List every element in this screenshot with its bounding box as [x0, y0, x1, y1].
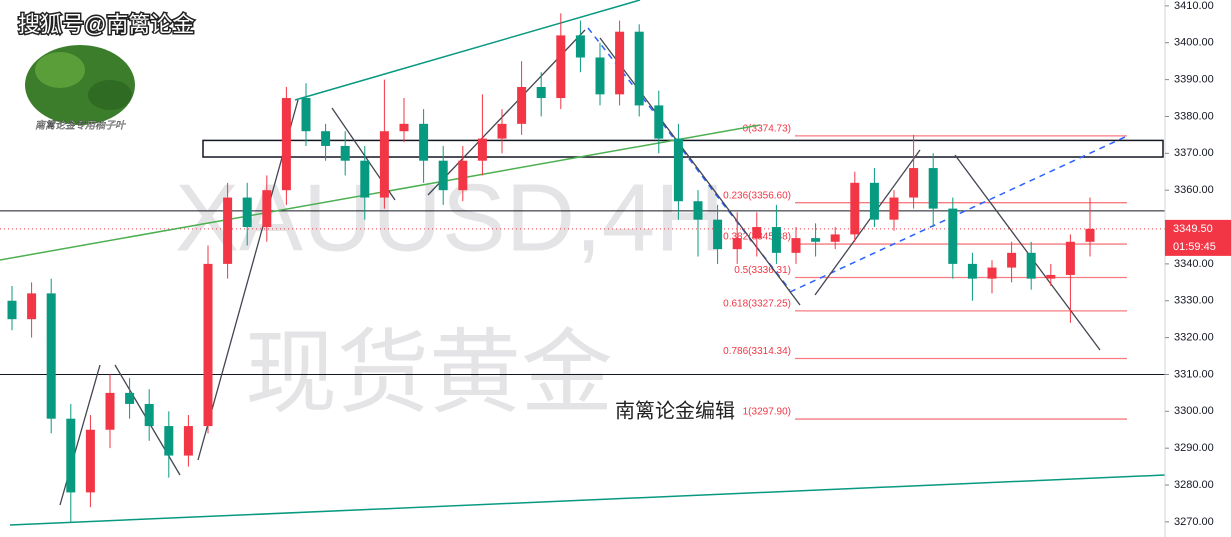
trend-line [9, 474, 1166, 526]
candle-body [791, 238, 801, 253]
candle-body [66, 418, 76, 493]
candle-body [105, 392, 115, 430]
candle-body [673, 138, 683, 202]
candle-body [262, 190, 272, 228]
candle-body [360, 160, 370, 198]
candle-body [1007, 252, 1017, 268]
fib-label: 0.5(3336.31) [734, 265, 791, 276]
candle-body [1065, 241, 1075, 275]
y-tick-label: 3380.00 [1174, 110, 1214, 122]
candle-body [419, 123, 429, 161]
candle-body [869, 182, 879, 220]
candle-body [909, 168, 919, 198]
fib-label: 0.786(3314.34) [723, 346, 791, 357]
candle-body [379, 131, 389, 198]
y-tick-label: 3270.00 [1174, 516, 1214, 528]
candle-body [595, 57, 605, 95]
candle-body [889, 197, 899, 220]
price-tag [1165, 219, 1231, 256]
candle-body [458, 160, 468, 191]
y-tick-label: 3300.00 [1174, 405, 1214, 417]
candle-body [144, 403, 154, 427]
candle-body [7, 300, 17, 320]
trend-line [294, 0, 641, 101]
candle-body [1026, 252, 1036, 279]
candle-body [281, 98, 291, 191]
price-label: 3349.50 [1173, 223, 1213, 235]
candle-body [928, 168, 938, 209]
candle-body [752, 227, 762, 239]
candle-body [634, 31, 644, 106]
candle-body [85, 429, 95, 493]
y-tick-label: 3390.00 [1174, 74, 1214, 86]
candle-body [340, 145, 350, 161]
candle-body [654, 105, 664, 139]
candles-group [7, 13, 1095, 522]
candle-body [438, 160, 448, 191]
candle-body [713, 219, 723, 250]
logo: 南篱论金专用柚子叶 [25, 45, 135, 132]
candle-body [556, 35, 566, 99]
y-tick-label: 3320.00 [1174, 332, 1214, 344]
candle-body [321, 131, 331, 146]
candle-body [967, 263, 977, 279]
candle-body [850, 182, 860, 235]
candle-body [771, 227, 781, 253]
y-tick-label: 3280.00 [1174, 479, 1214, 491]
fib-label: 1(3297.90) [743, 407, 791, 418]
y-tick-label: 3340.00 [1174, 258, 1214, 270]
annotation: 南篱论金编辑 [615, 399, 735, 422]
candle-body [1046, 274, 1056, 279]
y-tick-label: 3310.00 [1174, 368, 1214, 380]
candle-body [399, 123, 409, 132]
candle-body [517, 86, 527, 124]
y-tick-label: 3330.00 [1174, 295, 1214, 307]
candle-body [27, 293, 37, 320]
candle-body [948, 208, 958, 264]
countdown: 01:59:45 [1173, 241, 1216, 253]
y-tick-label: 3360.00 [1174, 184, 1214, 196]
candle-body [811, 238, 821, 242]
candle-body [615, 31, 625, 95]
candle-body [46, 293, 56, 419]
candle-body [497, 123, 507, 139]
logo-caption: 南篱论金专用柚子叶 [35, 120, 126, 132]
candle-body [536, 86, 546, 99]
watermark-sub: 现货黄金 [245, 322, 613, 424]
fib-label: 0(3374.73) [743, 124, 791, 135]
candle-body [575, 35, 585, 58]
fib-label: 0.236(3356.60) [723, 190, 791, 201]
candle-body [203, 263, 213, 427]
candle-body [693, 201, 703, 220]
candle-body [125, 392, 135, 404]
candle-body [830, 234, 840, 242]
chart-title: 搜狐号@南篱论金 [18, 12, 194, 37]
zone-box [202, 139, 1164, 158]
y-tick-label: 3290.00 [1174, 442, 1214, 454]
candle-body [477, 138, 487, 161]
candle-body [223, 197, 233, 264]
candle-body [183, 426, 193, 456]
fib-label: 0.618(3327.25) [723, 299, 791, 310]
candle-body [164, 426, 174, 456]
y-tick-label: 3400.00 [1174, 37, 1214, 49]
candle-body [1085, 228, 1095, 242]
y-tick-label: 3410.00 [1174, 0, 1214, 12]
axis-group: 3270.00 3280.00 3290.00 3300.00 3310.00 3320.… [1165, 0, 1231, 528]
candle-body [987, 267, 997, 279]
candle-body [242, 197, 252, 228]
y-tick-label: 3370.00 [1174, 147, 1214, 159]
candle-body [301, 98, 311, 132]
candle-body [732, 238, 742, 250]
